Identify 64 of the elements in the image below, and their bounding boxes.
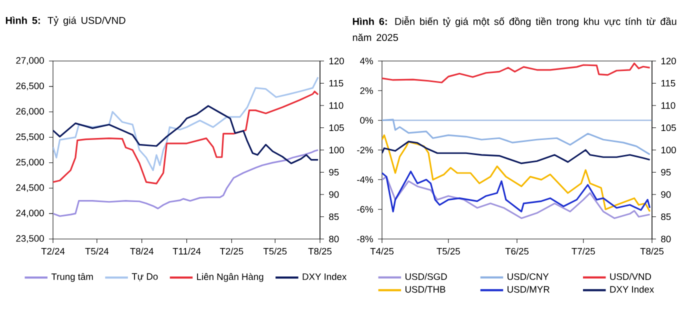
y-tick-label: 24,500 <box>16 184 44 192</box>
y2-tick-label: 110 <box>329 102 344 109</box>
y-tick-label: 23,500 <box>16 235 44 243</box>
legend-label: DXY Index <box>302 273 347 280</box>
x-tick-label: T5/25 <box>263 248 287 255</box>
y-tick-label: -4% <box>357 176 373 183</box>
y2-tick-label: 80 <box>329 236 339 242</box>
x-tick-label: T11/24 <box>172 248 201 255</box>
y-tick-label: 0% <box>360 117 373 124</box>
x-tick-label: T2/25 <box>220 248 244 255</box>
y-tick-label: 26,500 <box>16 82 44 90</box>
y2-tick-label: 90 <box>661 191 671 198</box>
y-tick-label: 2% <box>360 87 373 94</box>
y2-tick-label: 105 <box>661 124 676 132</box>
legend-label: DXY Index <box>610 286 654 293</box>
y-tick-label: -6% <box>357 206 373 213</box>
x-tick-label: T8/25 <box>308 248 332 255</box>
x-tick-label: T7/25 <box>572 248 595 255</box>
y2-tick-label: 95 <box>661 168 671 176</box>
y2-tick-label: 85 <box>661 213 671 220</box>
y2-tick-label: 115 <box>329 80 344 86</box>
x-tick-label: T6/25 <box>505 248 529 255</box>
y2-tick-label: 115 <box>661 80 676 86</box>
line-series <box>53 76 319 172</box>
line-series <box>382 118 651 156</box>
chart-title: Hình 5: Tỷ giá USD/VND <box>6 16 126 26</box>
line-series <box>53 105 319 164</box>
legend-label: USD/CNY <box>508 273 549 280</box>
y-tick-label: 25,000 <box>16 158 44 167</box>
line-series <box>382 134 651 212</box>
y-tick-label: -2% <box>357 146 373 154</box>
y-tick-label: -8% <box>357 236 373 242</box>
y2-tick-label: 120 <box>661 58 676 64</box>
y-tick-label: 27,000 <box>16 57 44 65</box>
y-tick-label: 26,000 <box>16 108 44 116</box>
y2-tick-label: 110 <box>661 102 676 109</box>
y-tick-label: 24,000 <box>16 210 44 218</box>
y2-tick-label: 100 <box>661 146 676 154</box>
legend-label: Liên Ngân Hàng <box>197 273 264 282</box>
y2-tick-label: 90 <box>329 191 339 198</box>
legend-label: USD/THB <box>406 286 446 293</box>
legend-label: USD/SGD <box>406 273 447 280</box>
x-tick-label: T5/25 <box>436 248 460 255</box>
y2-tick-label: 95 <box>329 168 339 176</box>
x-tick-label: T5/24 <box>85 248 109 255</box>
y2-tick-label: 85 <box>329 213 339 220</box>
y-tick-label: 4% <box>360 58 373 64</box>
legend-label: Tự Do <box>132 273 158 282</box>
line-series <box>382 176 651 220</box>
y2-tick-label: 80 <box>661 236 671 242</box>
x-tick-label: T8/24 <box>130 248 154 255</box>
x-tick-label: T2/24 <box>41 248 65 255</box>
line-series <box>53 149 319 217</box>
y-tick-label: 25,500 <box>16 133 44 142</box>
legend-label: USD/MYR <box>508 286 550 293</box>
chart-title: Hình 6: Diễn biến tỷ giá một số đồng tiền trong khu vực tính từ đầu năm 2025 <box>352 16 676 42</box>
line-series <box>382 170 651 212</box>
y2-tick-label: 105 <box>329 124 344 132</box>
x-tick-label: T4/25 <box>370 248 394 255</box>
y2-tick-label: 120 <box>329 58 344 64</box>
legend-label: Trung tâm <box>51 273 93 282</box>
x-tick-label: T8/25 <box>640 248 664 255</box>
y2-tick-label: 100 <box>329 146 344 154</box>
legend-label: USD/VND <box>610 273 652 280</box>
